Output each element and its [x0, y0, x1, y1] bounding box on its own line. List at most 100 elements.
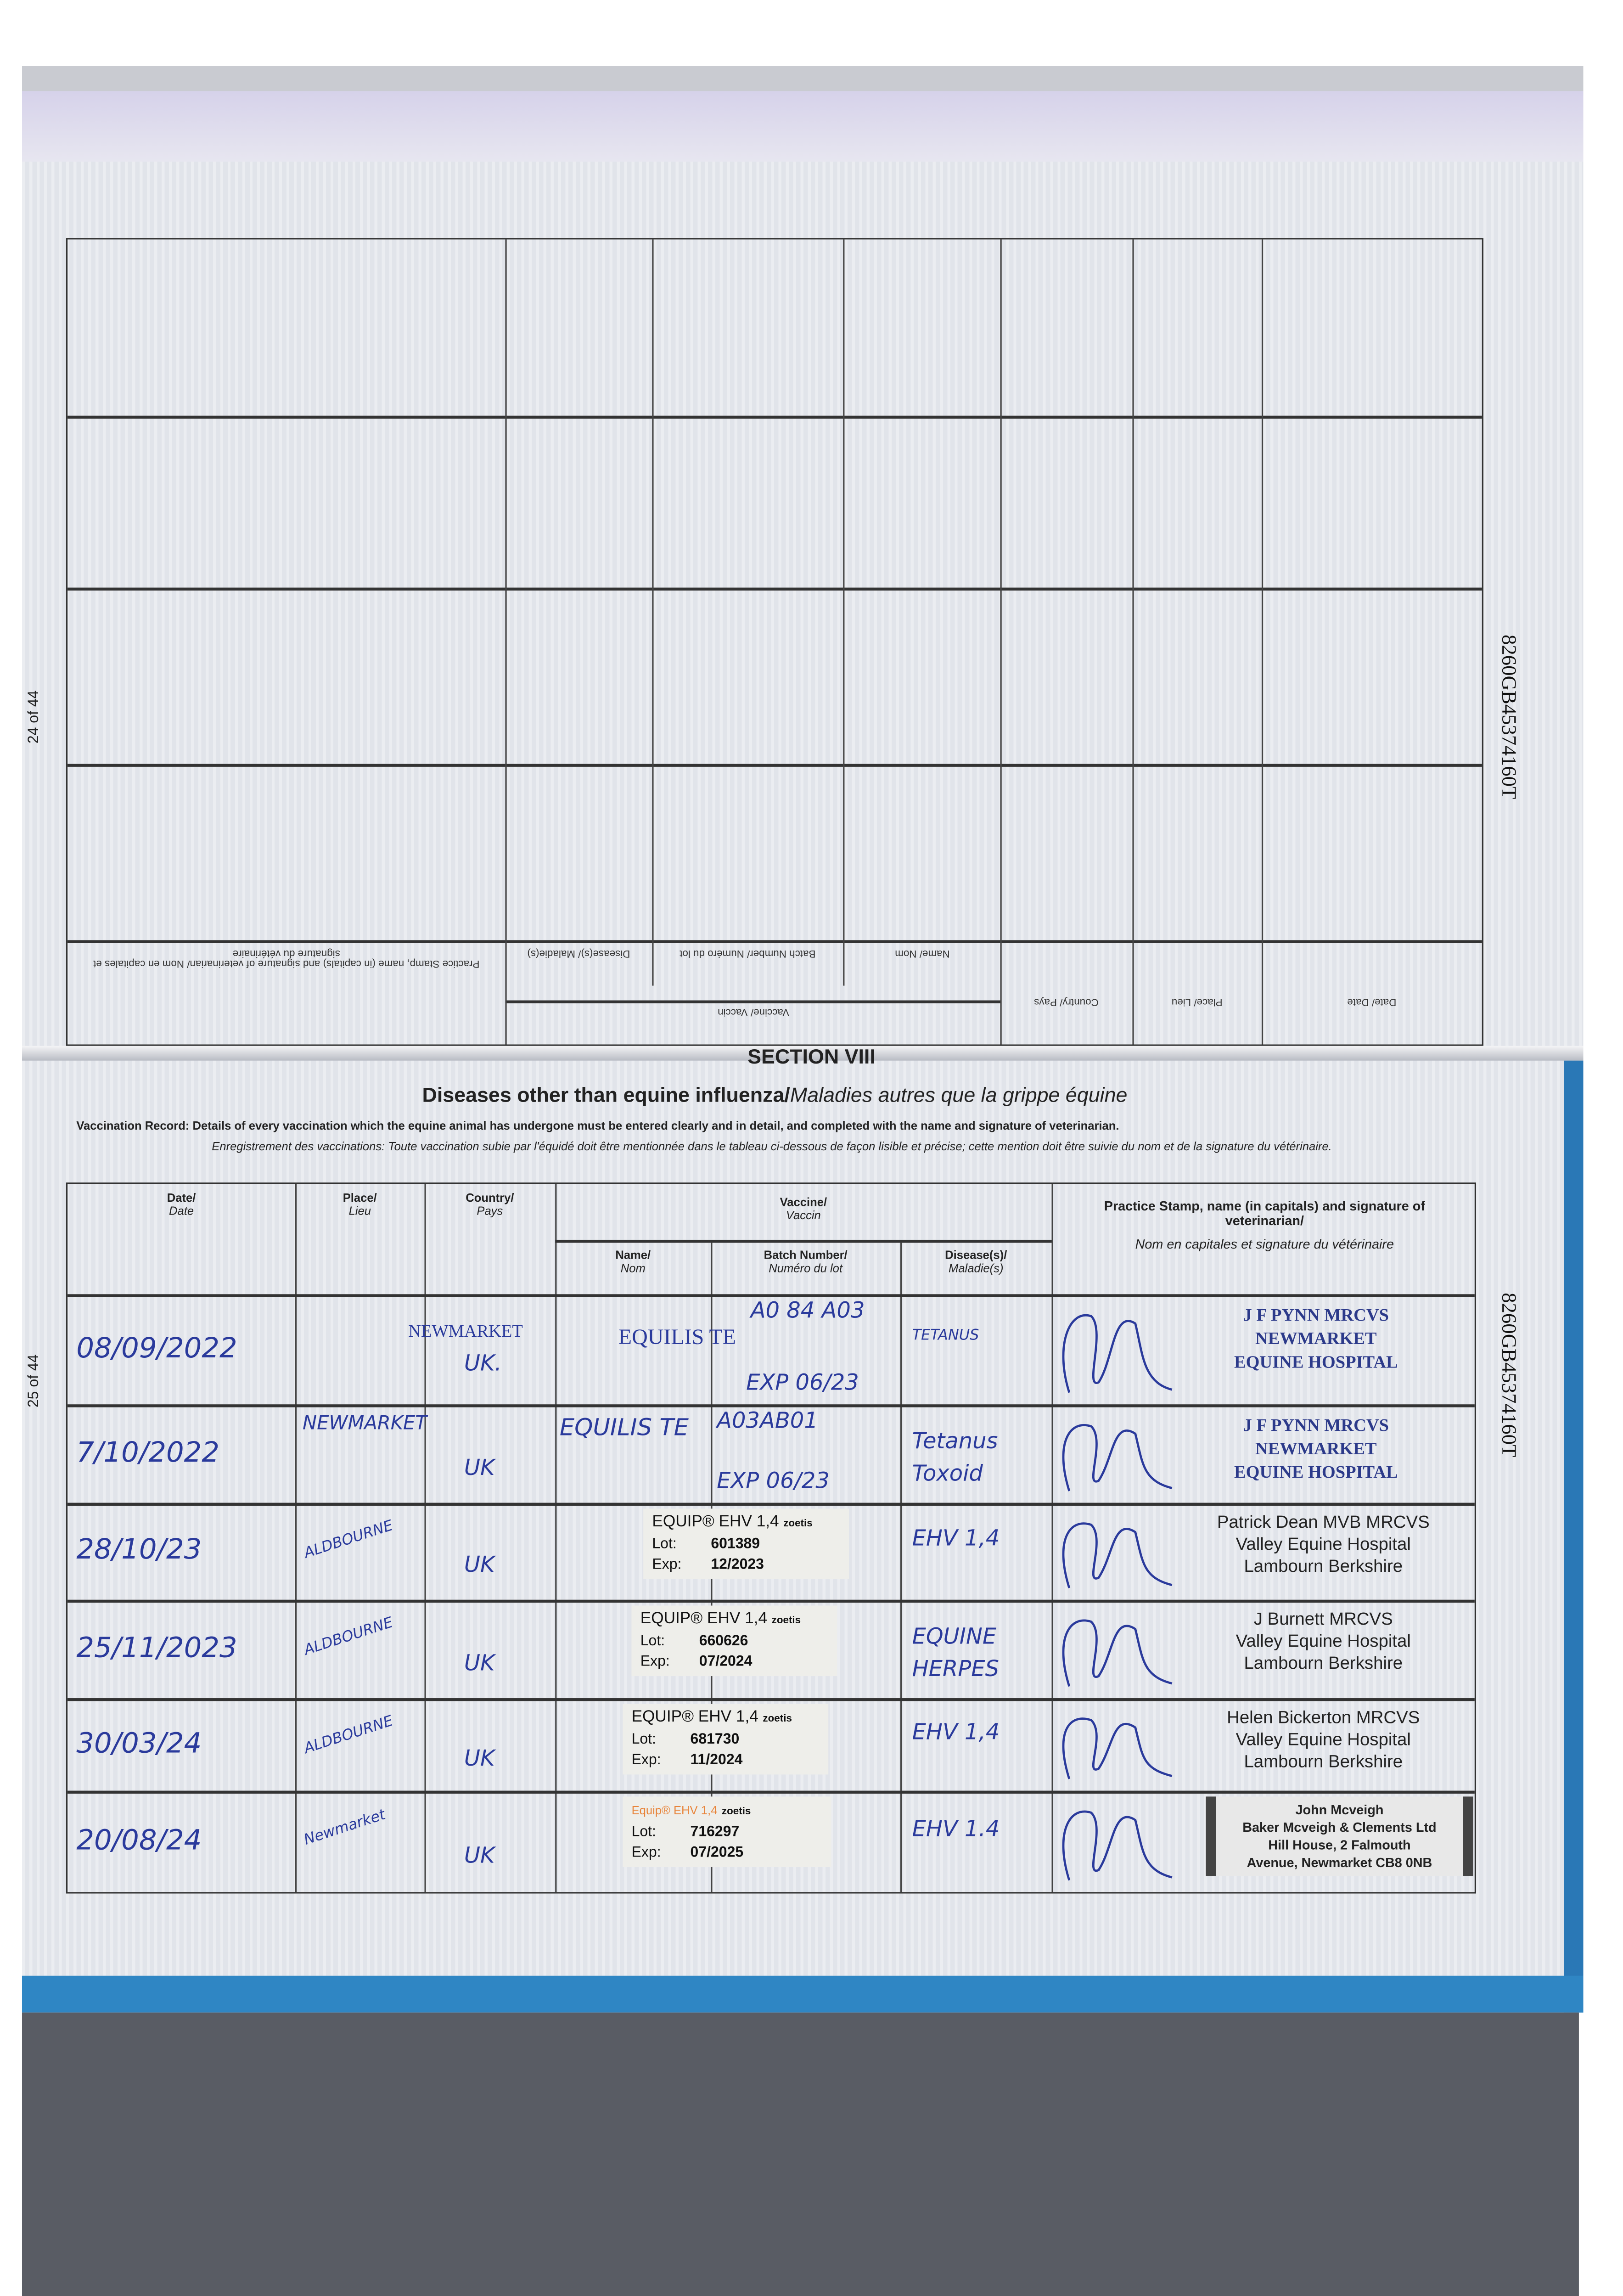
sticker-maker: zoetis	[721, 1806, 751, 1818]
sticker-product-name: Equip® EHV 1,4	[631, 1804, 718, 1818]
vaccine-name-cell: EQUILIS TE	[618, 1326, 736, 1350]
veterinarian-signature	[1062, 1314, 1173, 1393]
cover-edge	[1564, 1060, 1584, 2013]
sticker-exp: Exp: 07/2024	[640, 1653, 828, 1673]
section-title-en: Diseases other than equine influenza/	[422, 1082, 790, 1106]
stamp-line: Lambourn Berkshire	[1244, 1751, 1403, 1772]
sticker-exp-label: Exp:	[631, 1752, 661, 1769]
vaccine-sticker-label: EQUIP® EHV 1,4 zoetis Lot: 660626 Exp: 07/202…	[631, 1605, 837, 1677]
vaccine-sticker-label: EQUIP® EHV 1,4 zoetis Lot: 601389 Exp: 12/202…	[643, 1508, 849, 1579]
place-cell: Newmarket	[302, 1807, 388, 1849]
row-divider	[67, 1599, 1475, 1602]
stamp-line: J F PYNN MRCVS	[1243, 1304, 1389, 1325]
row-divider	[67, 1503, 1475, 1505]
date-cell: 30/03/24	[76, 1727, 202, 1759]
sticker-exp-date: 11/2024	[690, 1752, 743, 1769]
sticker-product-name: EQUIP® EHV 1,4	[640, 1610, 768, 1628]
cover-bottom-edge	[22, 1975, 1584, 2013]
instructions-en: Vaccination Record: Details of every vac…	[76, 1119, 1119, 1133]
stamp-line: Baker Mcveigh & Clements Ltd	[1242, 1820, 1437, 1835]
place-cell: ALDBOURNE	[302, 1615, 395, 1660]
sticker-lot-label: Lot:	[631, 1824, 656, 1841]
sticker-exp: Exp: 11/2024	[632, 1751, 820, 1772]
veterinarian-signature	[1062, 1619, 1173, 1687]
date-cell: 7/10/2022	[76, 1436, 220, 1469]
sticker-lot-label: Lot:	[640, 1633, 665, 1650]
table-row: 20/08/24 Newmarket UK Equip® EHV 1,4 zoetis L…	[67, 1790, 1475, 1892]
sticker-lot: Lot: 681730	[632, 1730, 820, 1751]
header-country: Country/Pays	[466, 1191, 514, 1218]
sticker-maker: zoetis	[763, 1714, 792, 1725]
sticker-lot-number: 681730	[690, 1732, 740, 1748]
table-row: 25/11/2023 ALDBOURNE UK EQUIP® EHV 1,4 zoeti…	[67, 1599, 1475, 1698]
sticker-exp: Exp: 07/2025	[632, 1844, 823, 1864]
practice-stamp: J Burnett MRCVS Valley Equine Hospital Lam…	[1176, 1609, 1470, 1675]
sticker-product: Equip® EHV 1,4 zoetis	[632, 1800, 823, 1823]
sticker-exp-label: Exp:	[631, 1845, 661, 1862]
scan-background	[22, 66, 1584, 1976]
stamp-line: John Mcveigh	[1295, 1802, 1384, 1818]
sticker-lot-label: Lot:	[652, 1536, 677, 1553]
disease-cell: Tetanus Toxoid	[912, 1427, 998, 1486]
date-cell: 08/09/2022	[76, 1331, 237, 1364]
country-cell: UK	[464, 1841, 495, 1868]
stamp-line: Hill House, 2 Falmouth	[1268, 1837, 1411, 1852]
practice-stamp: Helen Bickerton MRCVS Valley Equine Hospi…	[1176, 1707, 1470, 1773]
place-cell: NEWMARKET	[408, 1320, 523, 1341]
place-cell: ALDBOURNE	[302, 1518, 395, 1562]
place-cell: NEWMARKET	[302, 1413, 427, 1435]
veterinarian-signature	[1062, 1522, 1173, 1588]
upper-header-place: Place/ Lieu	[1171, 996, 1223, 1007]
row-divider	[67, 1698, 1475, 1700]
stamp-line: Valley Equine Hospital	[1236, 1729, 1411, 1750]
stamp-line: J Burnett MRCVS	[1253, 1608, 1393, 1629]
table-row: 08/09/2022 NEWMARKET UK. EQUILIS TE A0 84 A0…	[67, 1294, 1475, 1404]
sticker-lot-number: 660626	[699, 1633, 748, 1650]
table-row: 30/03/24 ALDBOURNE UK EQUIP® EHV 1,4 zoetis L…	[67, 1698, 1475, 1791]
sticker-lot-number: 716297	[690, 1824, 740, 1841]
stamp-line: Patrick Dean MVB MRCVS	[1217, 1511, 1430, 1532]
upper-header-disease: Disease(s)/ Maladie(s)	[527, 947, 630, 958]
date-cell: 25/11/2023	[76, 1631, 237, 1664]
table-row: 7/10/2022 NEWMARKET UK EQUILIS TE A03AB01 EXP…	[67, 1404, 1475, 1503]
veterinarian-signature	[1062, 1810, 1173, 1881]
page-edge-shadow	[22, 66, 1584, 96]
page-tint-strip	[22, 91, 1584, 162]
stamp-line: NEWMARKET	[1255, 1438, 1377, 1459]
stamp-line: EQUINE HOSPITAL	[1234, 1462, 1398, 1482]
sticker-lot-number: 601389	[711, 1536, 760, 1553]
sticker-lot: Lot: 660626	[640, 1632, 828, 1653]
upper-header-batch: Batch Number/ Numéro du lot	[680, 947, 816, 958]
sticker-exp-label: Exp:	[652, 1557, 682, 1574]
disease-cell: EHV 1.4	[912, 1815, 1000, 1841]
sticker-product-name: EQUIP® EHV 1,4	[631, 1708, 758, 1726]
sticker-exp-date: 07/2024	[699, 1654, 753, 1671]
vaccination-table: Date/Date Place/Lieu Country/Pays Vaccin…	[66, 1182, 1476, 1894]
stamp-line: J F PYNN MRCVS	[1243, 1414, 1389, 1435]
upper-header-vaccine: Vaccine/ Vaccin	[718, 1006, 790, 1017]
sticker-exp-date: 07/2025	[690, 1845, 744, 1862]
date-cell: 28/10/23	[76, 1533, 202, 1566]
veterinarian-signature	[1062, 1424, 1173, 1491]
veterinarian-signature	[1062, 1717, 1173, 1779]
practice-stamp: J F PYNN MRCVS NEWMARKET EQUINE HOSPITAL	[1169, 1413, 1463, 1484]
header-batch: Batch Number/Numéro du lot	[764, 1249, 848, 1275]
disease-cell: EHV 1,4	[912, 1525, 1000, 1552]
country-cell: UK	[464, 1744, 495, 1771]
header-name: Name/Nom	[615, 1249, 651, 1275]
upper-header-country: Country/ Pays	[1034, 996, 1099, 1007]
disease-cell: EQUINE HERPES	[912, 1622, 1000, 1682]
practice-stamp: Patrick Dean MVB MRCVS Valley Equine Hosp…	[1176, 1512, 1470, 1578]
page-number-25: 25 of 44	[26, 1354, 43, 1408]
practice-stamp: J F PYNN MRCVS NEWMARKET EQUINE HOSPITAL	[1169, 1303, 1463, 1374]
practice-stamp: John Mcveigh Baker Mcveigh & Clements Ltd…	[1206, 1796, 1473, 1876]
section-title: Diseases other than equine influenza/Mal…	[0, 1083, 1550, 1106]
country-cell: UK	[464, 1453, 495, 1480]
sticker-lot: Lot: 601389	[652, 1535, 840, 1556]
page-fold	[22, 1046, 1584, 1061]
date-cell: 20/08/24	[76, 1823, 202, 1856]
disease-cell: EHV 1,4	[912, 1718, 1000, 1745]
sticker-product: EQUIP® EHV 1,4 zoetis	[652, 1512, 840, 1535]
stamp-line: EQUINE HOSPITAL	[1234, 1351, 1398, 1372]
